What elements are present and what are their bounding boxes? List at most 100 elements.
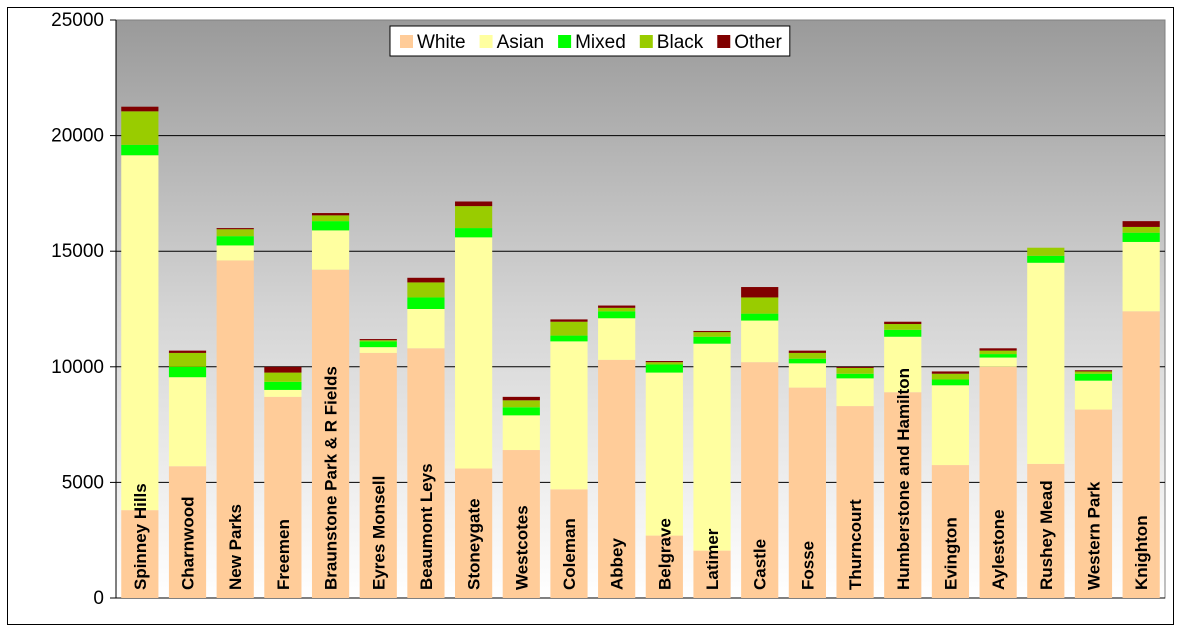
bar-segment-mixed <box>121 144 159 156</box>
bar-segment-asian <box>550 341 588 490</box>
bar-segment-white <box>550 489 588 598</box>
bar-segment-black <box>788 352 826 359</box>
bar-segment-mixed <box>931 379 970 386</box>
bar-segment-mixed <box>1027 255 1065 263</box>
bar-segment-other <box>455 201 493 207</box>
x-tick-label: Castle <box>751 539 770 590</box>
x-tick-label: Western Park <box>1084 481 1103 590</box>
bar-segment-other <box>693 330 731 333</box>
bar-segment-white <box>979 366 1017 598</box>
bar-segment-asian <box>359 347 397 353</box>
bar-segment-asian <box>311 230 350 270</box>
bar-segment-white <box>1122 311 1160 598</box>
bar-segment-white <box>598 359 636 598</box>
legend-label-asian: Asian <box>497 32 545 53</box>
bar-segment-mixed <box>979 354 1017 358</box>
bar-segment-mixed <box>836 373 874 379</box>
bar-segment-white <box>884 392 922 598</box>
bar-segment-mixed <box>598 311 636 319</box>
bar-segment-white <box>311 269 350 598</box>
legend-label-mixed: Mixed <box>575 32 626 53</box>
bar-segment-other <box>884 321 922 325</box>
bar-segment-other <box>836 366 874 368</box>
bar-segment-black <box>1122 226 1160 233</box>
bar-segment-white <box>645 535 683 598</box>
y-tick-label: 10000 <box>51 357 104 378</box>
bar-segment-other <box>550 319 588 322</box>
bar-segment-mixed <box>168 366 207 378</box>
legend-swatch-asian <box>479 35 493 48</box>
x-tick-label: Rushey Mead <box>1037 480 1056 590</box>
legend-label-other: Other <box>734 32 782 53</box>
chart-frame: 0 5000 10000 15000 20000 25000 Spinney Hills C… <box>7 7 1174 625</box>
bar-segment-asian <box>979 357 1017 367</box>
bar-segment-asian <box>264 389 302 397</box>
bar-segment-black <box>741 297 779 314</box>
x-tick-label: New Parks <box>226 504 245 590</box>
legend-swatch-other <box>717 35 731 48</box>
bar-segment-black <box>979 350 1017 355</box>
bar-segment-mixed <box>455 228 493 238</box>
legend-label-white: White <box>417 32 466 53</box>
bar-segment-white <box>407 348 445 598</box>
legend-swatch-white <box>400 35 413 48</box>
x-tick-label: Braunstone Park & R Fields <box>322 366 341 590</box>
y-tick-label: 20000 <box>51 126 104 147</box>
bar-segment-asian <box>741 320 779 363</box>
bar-segment-mixed <box>359 341 397 348</box>
bar-segment-asian <box>455 237 493 469</box>
bar-segment-black <box>598 307 636 312</box>
bar-segment-asian <box>884 336 922 393</box>
bar-segment-asian <box>1122 241 1160 312</box>
bar-segment-other <box>264 366 302 373</box>
bar-segment-black <box>550 321 588 336</box>
bar-segment-other <box>311 213 350 216</box>
bar-segment-mixed <box>1074 373 1113 381</box>
bar-segment-mixed <box>693 336 731 344</box>
bar-segment-mixed <box>884 329 922 337</box>
bar-segment-asian <box>407 309 445 349</box>
x-tick-labels: Spinney Hills Charnwood New Parks Freemen Br… <box>131 366 1151 590</box>
bar-segment-asian <box>836 378 874 407</box>
bar-segment-black <box>693 332 731 337</box>
bar-segment-asian <box>121 155 159 511</box>
bar-segment-black <box>359 340 397 342</box>
bar-segment-black <box>216 229 254 237</box>
bar-segment-asian <box>598 318 636 360</box>
bar-segment-other <box>979 348 1017 351</box>
bar-segment-other <box>216 228 254 230</box>
bar-segment-mixed <box>741 313 779 321</box>
x-tick-label: Eyres Monsell <box>369 476 388 590</box>
bar-segment-black <box>502 400 540 408</box>
bar-segment-white <box>264 396 302 598</box>
bar-segment-black <box>168 352 207 367</box>
bar-segment-black <box>1027 247 1065 256</box>
x-tick-label: Spinney Hills <box>131 483 150 590</box>
x-tick-label: Coleman <box>560 518 579 590</box>
x-tick-label: Humberstone and Hamilton <box>894 368 913 590</box>
bar-segment-other <box>741 287 779 298</box>
bar-segment-white <box>359 352 397 598</box>
x-tick-label: Latimer <box>703 528 722 590</box>
bar-segment-black <box>455 206 493 229</box>
bar-segment-mixed <box>407 297 445 309</box>
bar-segment-white <box>502 450 540 598</box>
bar-segment-other <box>407 277 445 283</box>
x-tick-label: Thurncourt <box>846 499 865 590</box>
bar-segment-mixed <box>1122 232 1160 242</box>
bar-segment-other <box>788 350 826 353</box>
bar-segment-other <box>168 350 207 353</box>
y-tick-label: 15000 <box>51 241 104 262</box>
x-tick-label: Evington <box>941 517 960 590</box>
x-tick-label: Fosse <box>798 541 817 590</box>
y-tick-label: 25000 <box>51 10 104 31</box>
bar-segment-asian <box>168 377 207 467</box>
stacked-bar-chart: 0 5000 10000 15000 20000 25000 Spinney Hills C… <box>51 10 1166 609</box>
bar-segment-other <box>931 371 970 374</box>
bar-segment-asian <box>502 415 540 451</box>
bar-segment-black <box>311 215 350 222</box>
x-tick-label: Knighton <box>1132 515 1151 590</box>
x-tick-label: Charnwood <box>179 497 198 591</box>
bar-segment-black <box>264 372 302 382</box>
bar-segment-other <box>359 339 397 341</box>
